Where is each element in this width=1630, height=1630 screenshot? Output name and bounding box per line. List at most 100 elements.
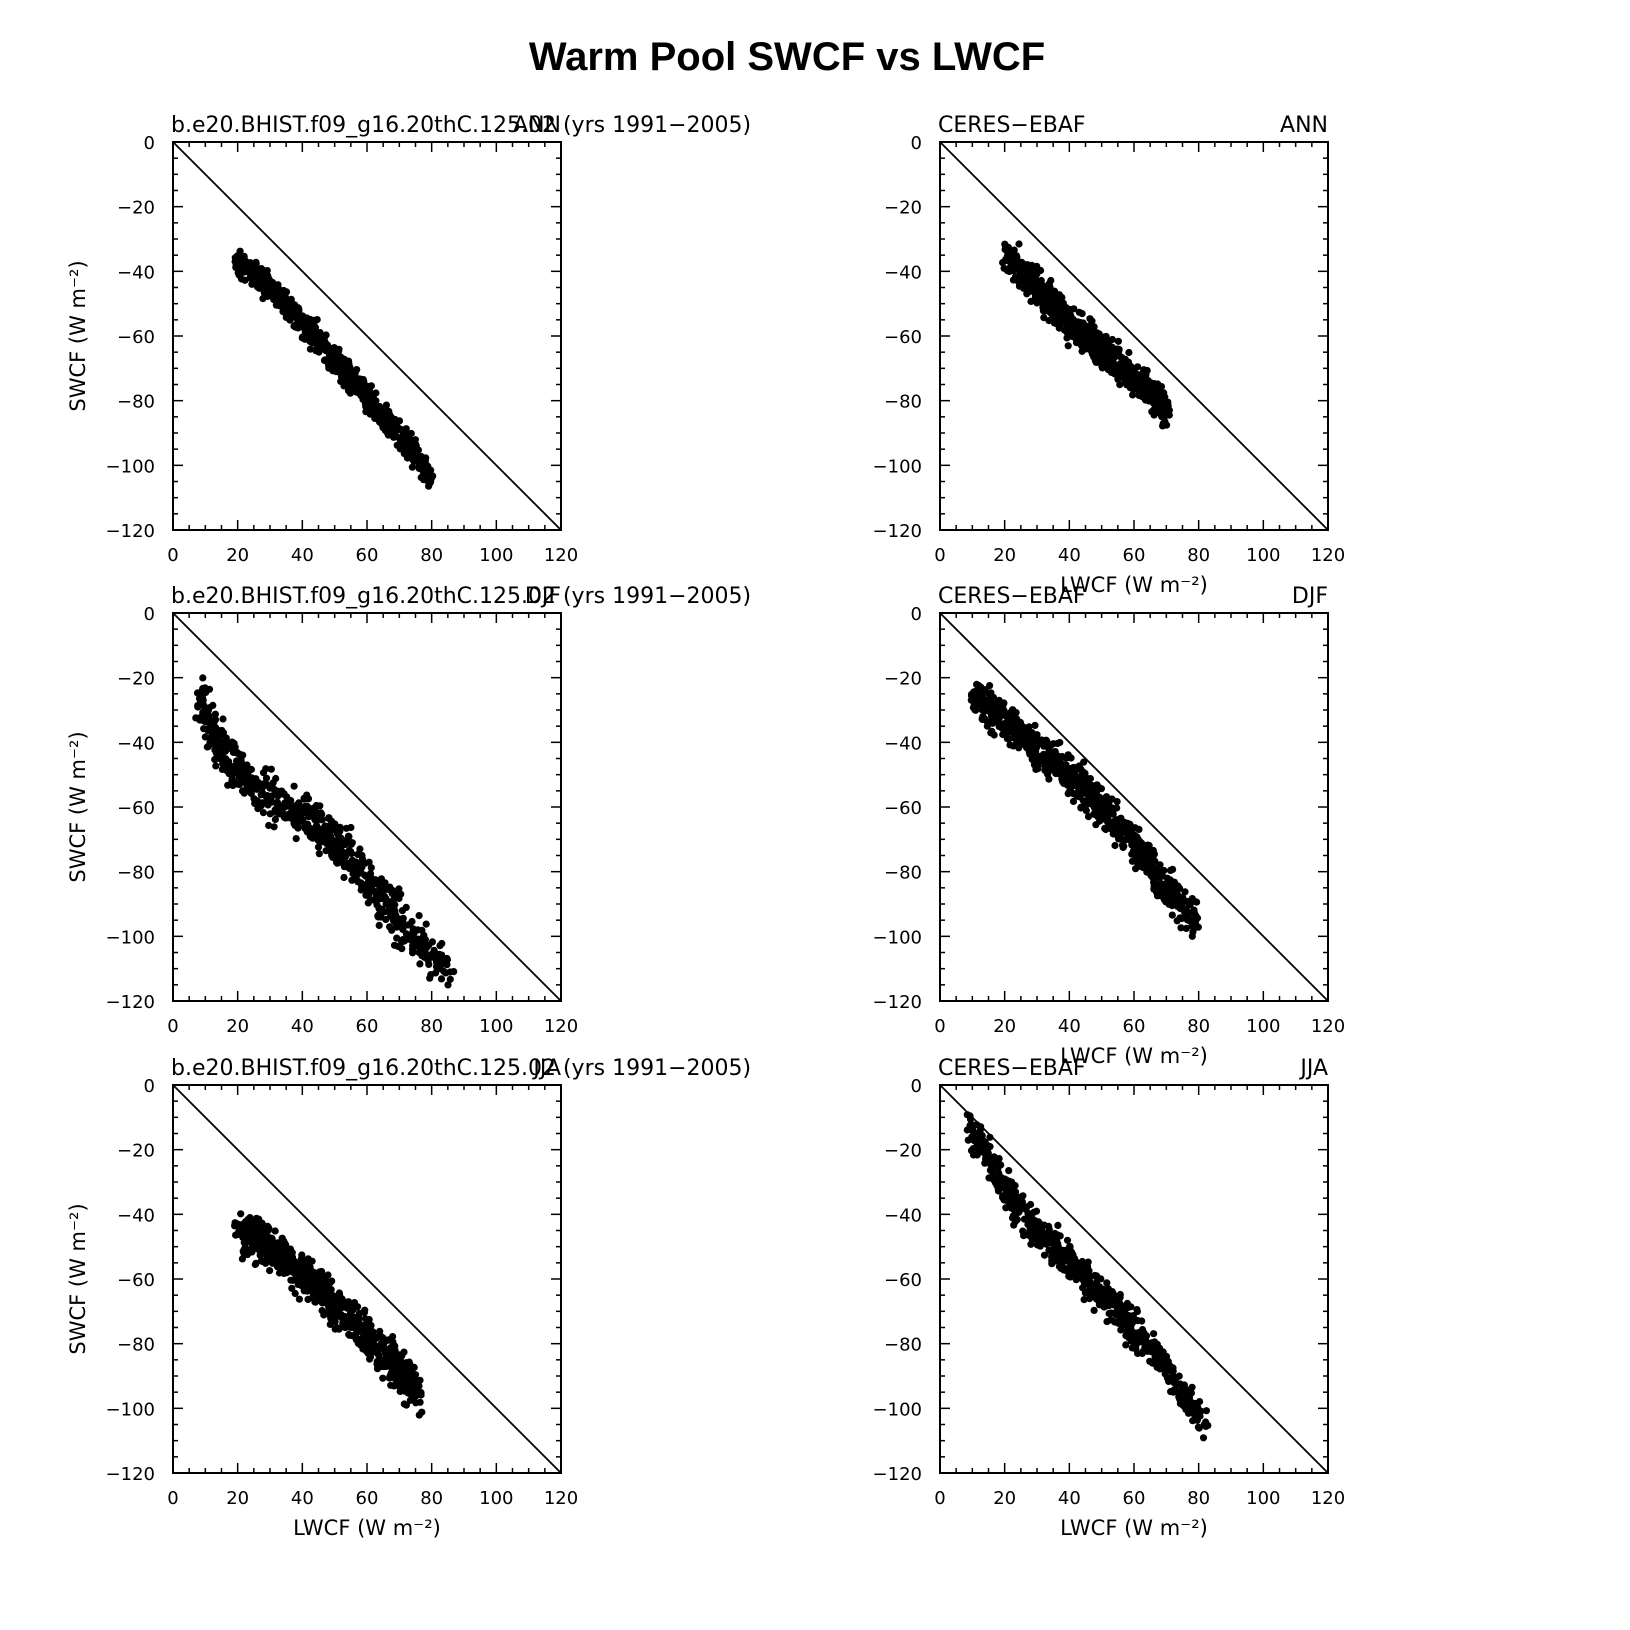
data-point (347, 823, 355, 832)
data-point (361, 871, 369, 879)
data-point (1013, 274, 1021, 282)
panel-left-title: CERES−EBAF (938, 584, 1086, 609)
data-point (235, 271, 243, 279)
data-point (199, 674, 207, 682)
data-point (1151, 1356, 1159, 1364)
y-tick-label: −80 (884, 392, 922, 413)
data-point (233, 759, 241, 767)
data-point (1048, 1251, 1056, 1259)
data-point (1181, 888, 1189, 896)
data-point (446, 968, 454, 976)
data-point (1039, 757, 1047, 765)
y-tick-label: −100 (873, 927, 922, 948)
data-point (430, 946, 438, 955)
data-point (273, 808, 281, 816)
y-axis-label: SWCF (W m⁻²) (66, 731, 90, 882)
data-point (264, 795, 272, 804)
x-tick-label: 80 (420, 1488, 443, 1509)
data-point (1037, 266, 1045, 275)
data-point (1084, 777, 1092, 785)
data-point (219, 715, 227, 723)
data-point (1144, 387, 1152, 396)
data-point (210, 725, 218, 733)
data-point (424, 462, 432, 470)
y-tick-label: −20 (117, 198, 155, 219)
data-point (352, 1314, 360, 1322)
data-point (1025, 269, 1033, 277)
data-point (1011, 1217, 1020, 1226)
data-point (363, 880, 371, 889)
data-point (290, 782, 298, 790)
data-point (348, 849, 356, 858)
data-point (1187, 896, 1195, 904)
panel-right-title: DJF (1292, 584, 1328, 609)
data-point (1031, 721, 1039, 730)
data-point (219, 738, 227, 746)
x-tick-label: 100 (479, 1016, 513, 1037)
data-point (272, 282, 280, 290)
data-point (267, 281, 275, 289)
data-point (318, 1267, 326, 1276)
y-tick-label: −120 (873, 1464, 922, 1485)
x-axis-label: LWCF (W m⁻²) (1060, 1516, 1208, 1540)
x-tick-label: 20 (226, 1016, 249, 1037)
data-point (369, 405, 377, 414)
data-point (1072, 781, 1080, 790)
data-point (999, 730, 1007, 739)
data-point (200, 702, 208, 710)
data-point (270, 823, 278, 831)
data-point (1166, 876, 1174, 884)
data-point (994, 1164, 1002, 1172)
data-point (1141, 382, 1149, 390)
data-point (389, 1333, 397, 1341)
data-point (404, 1389, 412, 1397)
data-point (1081, 1289, 1089, 1297)
data-point (1011, 723, 1019, 731)
data-point (405, 935, 413, 943)
data-point (1166, 866, 1175, 875)
data-point (361, 1334, 369, 1342)
x-tick-label: 120 (1311, 1016, 1345, 1037)
y-tick-label: −120 (106, 521, 155, 542)
data-point (994, 1187, 1003, 1195)
data-point (1125, 348, 1133, 357)
data-point (195, 694, 204, 703)
data-point (1023, 290, 1031, 298)
data-point (1064, 342, 1072, 350)
data-point (371, 1333, 380, 1341)
data-point (979, 695, 988, 703)
data-point (374, 913, 382, 921)
data-point (963, 1111, 971, 1119)
data-point (1140, 373, 1148, 381)
x-tick-label: 0 (167, 1488, 178, 1509)
data-point (327, 838, 335, 846)
data-point (1159, 872, 1167, 880)
data-point (1167, 1367, 1175, 1375)
data-point (1132, 865, 1140, 873)
y-tick-label: −120 (873, 992, 922, 1013)
data-point (1046, 742, 1054, 750)
data-point (1199, 1434, 1208, 1442)
data-point (1024, 1216, 1032, 1224)
data-point (1077, 325, 1085, 333)
data-point (403, 453, 412, 461)
panel-right-title: ANN (1280, 113, 1328, 138)
data-point (366, 896, 375, 904)
x-tick-label: 60 (356, 1016, 379, 1037)
data-point (332, 368, 340, 376)
data-point (325, 814, 333, 823)
data-point (271, 1227, 279, 1235)
data-point (1011, 1197, 1019, 1205)
data-point (993, 702, 1001, 711)
data-point (989, 1170, 997, 1178)
data-point (1139, 391, 1147, 399)
x-tick-label: 20 (226, 1488, 249, 1509)
data-point (1121, 355, 1129, 363)
data-point (1150, 864, 1158, 872)
data-point (199, 710, 207, 718)
data-point (340, 382, 348, 390)
data-point (319, 1285, 327, 1293)
scatter-points (963, 1111, 1212, 1442)
data-point (352, 858, 360, 866)
